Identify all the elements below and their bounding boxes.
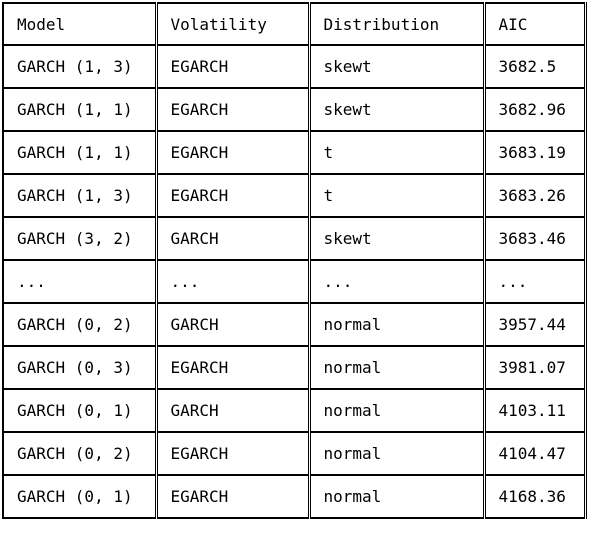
cell-volatility: ... [154,259,310,304]
table-row: GARCH (0, 2) GARCH normal 3957.44 [2,302,587,347]
cell-model: GARCH (0, 3) [2,345,157,390]
cell-volatility: GARCH [154,302,310,347]
cell-model: GARCH (1, 1) [2,87,157,132]
cell-distribution: normal [307,388,485,433]
cell-distribution: t [307,173,485,218]
table-row: GARCH (0, 2) EGARCH normal 4104.47 [2,431,587,476]
table-row: GARCH (0, 1) EGARCH normal 4168.36 [2,474,587,519]
cell-aic: ... [482,259,587,304]
header-distribution: Distribution [307,2,485,46]
header-row: Model Volatility Distribution AIC [2,2,587,46]
cell-aic: 3683.26 [482,173,587,218]
cell-volatility: EGARCH [154,431,310,476]
cell-model: GARCH (0, 1) [2,474,157,519]
cell-model: GARCH (0, 2) [2,302,157,347]
cell-aic: 3957.44 [482,302,587,347]
cell-aic: 3981.07 [482,345,587,390]
cell-aic: 3683.46 [482,216,587,261]
table-row: GARCH (3, 2) GARCH skewt 3683.46 [2,216,587,261]
results-table-container: Model Volatility Distribution AIC GARCH … [2,2,587,519]
header-model: Model [2,2,157,46]
table-body: GARCH (1, 3) EGARCH skewt 3682.5 GARCH (… [2,44,587,519]
cell-model: GARCH (3, 2) [2,216,157,261]
cell-volatility: EGARCH [154,474,310,519]
cell-aic: 3683.19 [482,130,587,175]
cell-volatility: EGARCH [154,173,310,218]
cell-distribution: ... [307,259,485,304]
table-row: GARCH (0, 1) GARCH normal 4103.11 [2,388,587,433]
cell-distribution: normal [307,345,485,390]
cell-model: GARCH (0, 2) [2,431,157,476]
cell-aic: 4104.47 [482,431,587,476]
cell-volatility: EGARCH [154,130,310,175]
cell-aic: 3682.96 [482,87,587,132]
cell-model: ... [2,259,157,304]
cell-distribution: skewt [307,87,485,132]
cell-distribution: normal [307,474,485,519]
table-row: GARCH (1, 1) EGARCH t 3683.19 [2,130,587,175]
table-row: GARCH (1, 3) EGARCH t 3683.26 [2,173,587,218]
cell-distribution: normal [307,431,485,476]
cell-aic: 4103.11 [482,388,587,433]
table-row: GARCH (1, 3) EGARCH skewt 3682.5 [2,44,587,89]
cell-volatility: EGARCH [154,44,310,89]
table-row-ellipsis: ... ... ... ... [2,259,587,304]
table-row: GARCH (1, 1) EGARCH skewt 3682.96 [2,87,587,132]
table-row: GARCH (0, 3) EGARCH normal 3981.07 [2,345,587,390]
cell-volatility: EGARCH [154,87,310,132]
cell-distribution: skewt [307,44,485,89]
cell-distribution: t [307,130,485,175]
cell-aic: 4168.36 [482,474,587,519]
cell-volatility: EGARCH [154,345,310,390]
cell-model: GARCH (1, 1) [2,130,157,175]
cell-model: GARCH (0, 1) [2,388,157,433]
cell-model: GARCH (1, 3) [2,173,157,218]
results-table: Model Volatility Distribution AIC GARCH … [2,2,587,519]
table-header: Model Volatility Distribution AIC [2,2,587,46]
cell-model: GARCH (1, 3) [2,44,157,89]
cell-volatility: GARCH [154,388,310,433]
cell-distribution: skewt [307,216,485,261]
header-volatility: Volatility [154,2,310,46]
cell-distribution: normal [307,302,485,347]
header-aic: AIC [482,2,587,46]
cell-aic: 3682.5 [482,44,587,89]
cell-volatility: GARCH [154,216,310,261]
